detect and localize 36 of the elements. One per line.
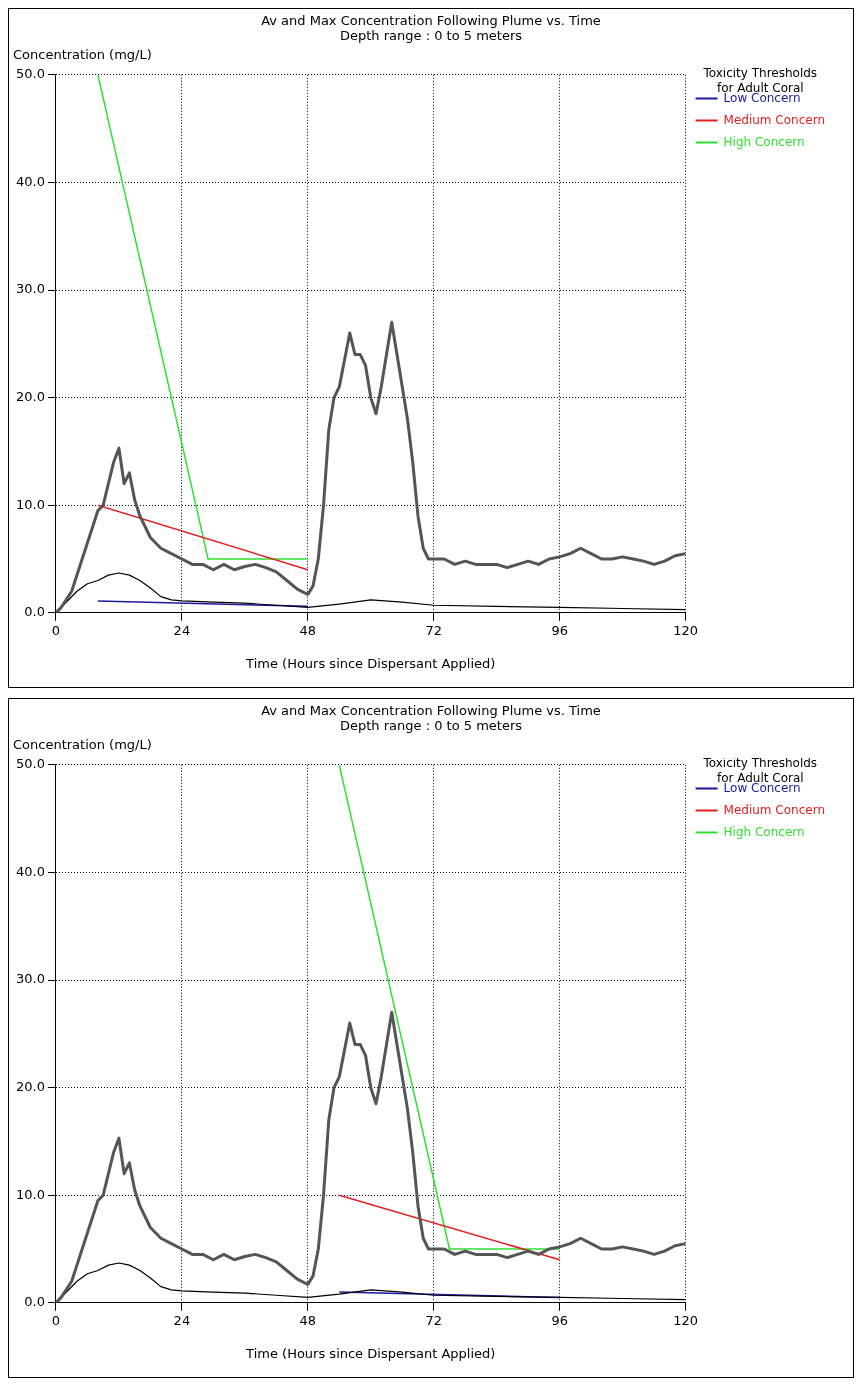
y-tick-label: 10.0 bbox=[15, 1186, 45, 1202]
x-tick-label: 0 bbox=[51, 1312, 61, 1328]
y-axis-title: Concentration (mg/L) bbox=[13, 737, 153, 752]
x-tick-label: 120 bbox=[673, 622, 698, 638]
chart-subtitle: Depth range : 0 to 5 meters bbox=[338, 718, 523, 733]
x-tick-label: 72 bbox=[425, 1312, 442, 1328]
x-tick-label: 0 bbox=[51, 622, 61, 638]
x-tick-label: 96 bbox=[551, 622, 568, 638]
y-tick-label: 10.0 bbox=[15, 496, 45, 512]
y-tick-label: 20.0 bbox=[15, 1078, 45, 1094]
x-tick-label: 24 bbox=[173, 1312, 191, 1328]
y-tick-label: 50.0 bbox=[15, 756, 45, 772]
chart-subtitle: Depth range : 0 to 5 meters bbox=[338, 28, 523, 43]
chart-title: Av and Max Concentration Following Plume vs. Time bbox=[260, 703, 602, 718]
legend-label: High Concern bbox=[723, 134, 805, 149]
x-tick-label: 96 bbox=[551, 1312, 568, 1328]
y-tick-label: 30.0 bbox=[15, 281, 45, 297]
y-tick-label: 40.0 bbox=[15, 173, 45, 189]
y-tick-label: 50.0 bbox=[15, 66, 45, 82]
x-tick-label: 120 bbox=[673, 1312, 698, 1328]
legend-label: Medium Concern bbox=[723, 802, 826, 817]
legend-label: Medium Concern bbox=[723, 112, 826, 127]
legend-label: High Concern bbox=[723, 824, 805, 839]
x-tick-label: 72 bbox=[425, 622, 442, 638]
x-axis-title: Time (Hours since Dispersant Applied) bbox=[245, 655, 496, 671]
x-tick-label: 24 bbox=[173, 622, 191, 638]
x-tick-label: 48 bbox=[299, 1312, 317, 1328]
y-tick-label: 0.0 bbox=[24, 1294, 45, 1310]
y-tick-label: 20.0 bbox=[15, 388, 45, 404]
x-tick-label: 48 bbox=[299, 622, 317, 638]
y-axis-title: Concentration (mg/L) bbox=[13, 47, 153, 62]
y-tick-label: 40.0 bbox=[15, 863, 45, 879]
y-tick-label: 30.0 bbox=[15, 971, 45, 987]
x-axis-title: Time (Hours since Dispersant Applied) bbox=[245, 1345, 496, 1361]
y-tick-label: 0.0 bbox=[24, 604, 45, 620]
chart-title: Av and Max Concentration Following Plume vs. Time bbox=[260, 13, 602, 28]
